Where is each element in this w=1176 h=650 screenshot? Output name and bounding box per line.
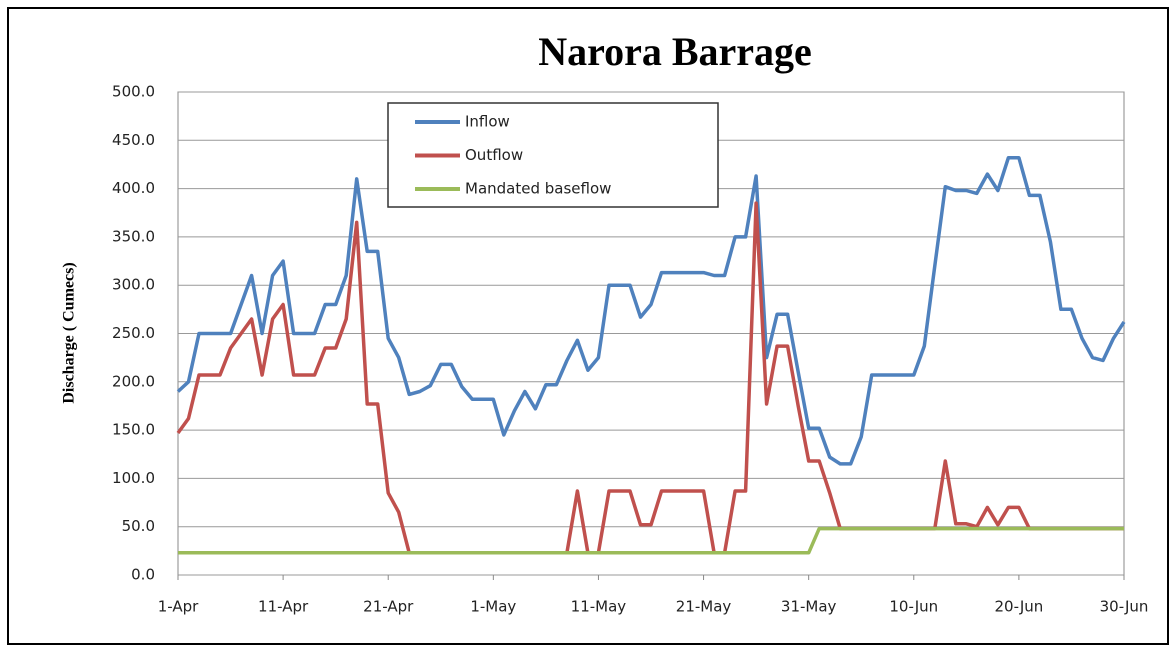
x-tick-label: 21-Apr: [363, 598, 414, 616]
x-tick-label: 1-Apr: [158, 598, 199, 616]
x-tick-label: 31-May: [781, 598, 837, 616]
legend-label: Inflow: [465, 113, 510, 131]
chart-title: Narora Barrage: [538, 29, 812, 74]
x-tick-label: 20-Jun: [994, 598, 1043, 616]
y-tick-label: 350.0: [112, 227, 155, 245]
x-tick-label: 30-Jun: [1100, 598, 1149, 616]
series-line: [176, 155, 1126, 466]
series-line: [176, 201, 1124, 555]
x-tick-label: 21-May: [676, 598, 732, 616]
legend-label: Outflow: [465, 146, 523, 164]
x-tick-label: 1-May: [470, 598, 516, 616]
y-tick-label: 300.0: [112, 276, 155, 294]
y-tick-label: 250.0: [112, 324, 155, 342]
y-axis-label: Discharge ( Cumecs): [61, 262, 78, 403]
x-tick-label: 11-Apr: [258, 598, 309, 616]
y-tick-label: 50.0: [122, 517, 155, 535]
y-tick-label: 0.0: [131, 566, 155, 584]
y-tick-label: 400.0: [112, 179, 155, 197]
y-tick-label: 200.0: [112, 372, 155, 390]
y-tick-label: 150.0: [112, 421, 155, 439]
y-tick-label: 450.0: [112, 131, 155, 149]
series-line: [178, 526, 1124, 555]
x-tick-label: 10-Jun: [889, 598, 938, 616]
x-tick-label: 11-May: [571, 598, 627, 616]
legend-label: Mandated baseflow: [465, 180, 611, 198]
y-tick-label: 500.0: [112, 83, 155, 101]
y-tick-label: 100.0: [112, 469, 155, 487]
